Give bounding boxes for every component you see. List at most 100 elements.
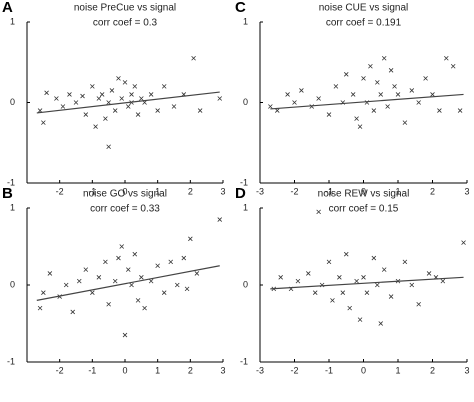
point <box>129 282 134 288</box>
point <box>116 255 121 261</box>
point <box>70 309 76 315</box>
point <box>90 84 95 89</box>
point <box>343 251 349 257</box>
x-tick-label: -1 <box>88 186 96 196</box>
y-tick-label: 1 <box>10 16 15 26</box>
point <box>357 124 363 129</box>
x-tick-label: 3 <box>464 186 469 196</box>
point <box>316 209 321 215</box>
point <box>132 251 138 257</box>
point <box>285 92 290 97</box>
point <box>388 294 394 299</box>
point <box>357 317 363 322</box>
point <box>96 96 102 101</box>
point <box>268 104 273 109</box>
x-tick-label: 1 <box>155 186 160 196</box>
point <box>375 80 380 85</box>
x-tick-label: 0 <box>122 365 127 375</box>
point <box>191 55 196 61</box>
x-tick-label: -1 <box>325 365 333 375</box>
x-tick-label: -1 <box>325 186 333 196</box>
point <box>188 236 193 242</box>
point <box>423 76 428 81</box>
point <box>73 100 79 105</box>
panel-label: D <box>235 185 246 202</box>
point <box>295 278 301 284</box>
x-tick-label: -3 <box>256 186 264 196</box>
y-tick-label: -1 <box>240 177 248 187</box>
chart-title: noise GO vs signal <box>83 189 167 200</box>
point <box>132 84 138 89</box>
point <box>350 92 356 97</box>
point <box>361 275 366 280</box>
point <box>217 96 223 101</box>
x-tick-label: -3 <box>256 365 264 375</box>
x-tick-label: 1 <box>155 365 160 375</box>
x-tick-label: -1 <box>88 365 96 375</box>
point <box>106 301 111 307</box>
point <box>125 267 131 272</box>
point <box>161 290 167 295</box>
point <box>274 108 280 113</box>
point <box>450 63 456 69</box>
point <box>171 104 177 109</box>
point <box>41 290 46 295</box>
point <box>312 290 318 295</box>
point <box>299 88 304 93</box>
point <box>378 92 384 97</box>
y-tick-label: 1 <box>243 16 248 26</box>
point <box>112 108 118 113</box>
point <box>184 286 190 292</box>
point <box>168 259 174 265</box>
point <box>116 76 121 81</box>
point <box>135 112 141 117</box>
point <box>306 271 311 276</box>
point <box>371 108 377 113</box>
point <box>96 275 102 280</box>
chart-subtitle: corr coef = 0.191 <box>326 18 402 29</box>
x-tick-label: 2 <box>188 186 193 196</box>
point <box>416 301 421 307</box>
point <box>37 305 43 311</box>
point <box>47 271 53 276</box>
point <box>430 92 435 97</box>
point <box>392 84 397 89</box>
x-tick-label: 3 <box>464 365 469 375</box>
point <box>409 88 415 93</box>
y-tick-label: -1 <box>240 356 248 366</box>
x-tick-label: 3 <box>220 186 225 196</box>
point <box>333 84 339 89</box>
y-tick-label: -1 <box>7 356 15 366</box>
point <box>44 90 49 96</box>
point <box>326 259 332 265</box>
point <box>337 275 342 280</box>
y-tick-label: 0 <box>10 97 15 107</box>
point <box>292 100 297 105</box>
fit-line <box>270 276 464 290</box>
point <box>181 255 187 261</box>
point <box>347 305 352 311</box>
point <box>395 92 401 97</box>
point <box>148 278 154 284</box>
point <box>197 108 203 113</box>
point <box>148 92 154 97</box>
point <box>364 290 370 295</box>
point <box>426 271 432 276</box>
point <box>368 63 373 69</box>
point <box>67 92 72 97</box>
point <box>119 96 125 101</box>
point <box>106 100 111 105</box>
point <box>361 76 366 81</box>
point <box>135 298 141 303</box>
point <box>343 72 349 77</box>
point <box>161 84 167 89</box>
point <box>63 282 69 288</box>
y-tick-label: 0 <box>243 97 248 107</box>
x-tick-label: 0 <box>361 186 366 196</box>
point <box>122 80 128 85</box>
point <box>142 305 147 311</box>
point <box>103 259 108 265</box>
point <box>83 267 89 272</box>
x-tick-label: 2 <box>430 365 435 375</box>
point <box>385 104 390 109</box>
